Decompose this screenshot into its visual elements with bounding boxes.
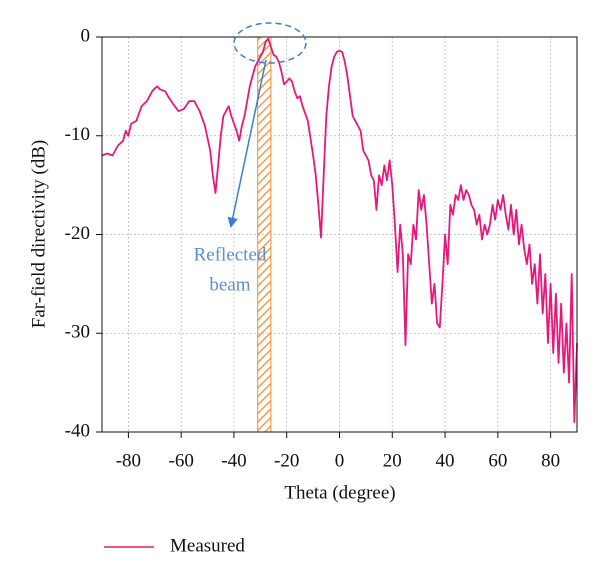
annotation-text: Reflected [194, 244, 267, 265]
y-axis-label: Far-field directivity (dB) [28, 140, 49, 329]
highlight-ellipse [233, 22, 307, 64]
grid [102, 36, 577, 433]
x-axis-label: Theta (degree) [284, 482, 395, 503]
annotation-arrow [227, 59, 267, 229]
highlight-band [257, 36, 272, 433]
annotation-text: beam [209, 274, 250, 295]
x-tick-label: -60 [169, 450, 194, 471]
data-line [101, 38, 578, 424]
x-tick-label: 40 [436, 450, 455, 471]
y-tick-label: -40 [65, 420, 90, 441]
plot-frame [101, 36, 578, 433]
y-tick-label: -30 [65, 322, 90, 343]
y-tick-label: -20 [65, 223, 90, 244]
x-tick-label: -20 [274, 450, 299, 471]
y-tick-label: 0 [81, 25, 91, 46]
x-tick-label: 60 [488, 450, 507, 471]
x-tick-label: 80 [541, 450, 560, 471]
legend-label: Measured [170, 535, 245, 556]
y-tick-label: -10 [65, 124, 90, 145]
x-tick-label: 20 [383, 450, 402, 471]
x-tick-label: 0 [335, 450, 345, 471]
x-tick-label: -40 [221, 450, 246, 471]
x-tick-label: -80 [116, 450, 141, 471]
